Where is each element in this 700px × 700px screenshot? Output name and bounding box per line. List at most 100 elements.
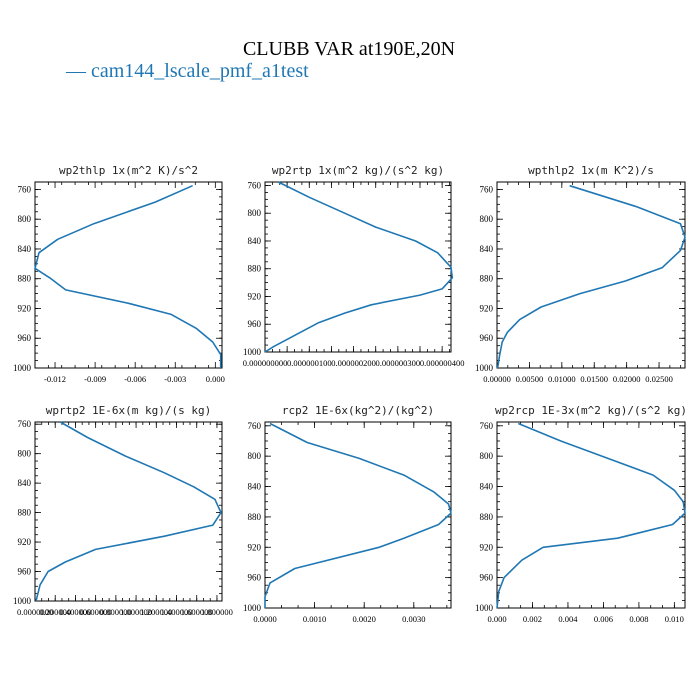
y-tick-label: 760 [480,421,494,431]
x-tick-label: 0.004 [558,614,578,624]
panel-6: wp2rcp 1E-3x(m^2 kg)/(s^2 kg)760 800 840 88… [475,404,687,624]
y-tick-label: 800 [480,214,494,224]
y-tick-label: 1000 [243,603,262,613]
y-tick-label: 800 [480,451,494,461]
y-tick-label: 840 [248,482,262,492]
x-tick-label: 0.000000000 [243,358,288,368]
x-tick-label: -0.009 [84,374,106,384]
legend-marker: — [65,60,87,82]
y-tick-label: 960 [248,319,262,329]
x-tick-label: 0.0000000 [17,607,53,617]
x-tick-label: 0.000000100 [287,358,332,368]
panel-title: wp2rtp 1x(m^2 kg)/(s^2 kg) [272,164,444,177]
y-tick-label: 760 [18,419,32,429]
plot-frame [264,421,452,609]
x-tick-label: 0.200000 [39,607,71,617]
y-tick-label: 960 [480,573,494,583]
y-tick-label: 880 [248,264,262,274]
y-tick-label: 880 [18,274,32,284]
y-tick-label: 840 [480,244,494,254]
x-tick-label: 1.800000 [201,607,233,617]
x-tick-label: -0.012 [44,374,66,384]
x-tick-label: 0.02500 [645,374,673,384]
x-tick-label: 1.200000 [140,607,172,617]
plot-frame [496,421,686,609]
panel-2: wp2rtp 1x(m^2 kg)/(s^2 kg) 760 800 840 880 92… [243,164,465,368]
y-tick-label: 960 [480,333,494,343]
y-tick-label: 760 [18,184,32,194]
series-line [264,181,454,353]
y-tick-label: 920 [18,537,32,547]
y-tick-label: 760 [248,421,262,431]
series-line [34,184,222,368]
plot-frame [34,421,223,602]
y-tick-label: 800 [18,449,32,459]
y-tick-label: 800 [18,214,32,224]
x-tick-label: 0.000000400 [420,358,465,368]
y-tick-label: 1000 [475,363,494,373]
plot-frame [496,181,686,369]
x-tick-label: 0.800000 [100,607,132,617]
x-tick-label: 0.0030 [402,614,425,624]
y-tick-label: 840 [248,236,262,246]
x-tick-label: 1.400000 [161,607,193,617]
y-tick-label: 920 [480,303,494,313]
x-tick-label: 0.0000 [253,614,276,624]
y-tick-label: 920 [248,291,262,301]
x-tick-label: 1.600000 [181,607,213,617]
panel-title: wp2rcp 1E-3x(m^2 kg)/(s^2 kg) [495,404,687,417]
series-line [264,422,452,608]
panel-3: wpthlp2 1x(m K^2)/s 760 800 840 880 920 960 100… [475,164,686,384]
panel-title: wp2thlp 1x(m^2 K)/s^2 [59,164,198,177]
y-tick-label: 1000 [13,596,32,606]
series-line [496,184,686,369]
panels: wp2thlp 1x(m^2 K)/s^2 760 800 840 880 920 960 1… [13,164,687,624]
y-tick-label: 800 [248,451,262,461]
y-tick-label: 840 [18,244,32,254]
y-tick-label: 880 [248,512,262,522]
y-tick-label: 760 [248,180,262,190]
panel-4: wprtp2 1E-6x(m kg)/(s kg) 760 800 840 880 920… [13,404,233,617]
y-tick-label: 1000 [243,347,262,357]
x-tick-label: 0.00500 [516,374,544,384]
panel-1: wp2thlp 1x(m^2 K)/s^2 760 800 840 880 920 960 1… [13,164,225,384]
x-tick-label: -0.003 [164,374,186,384]
y-tick-label: 880 [480,274,494,284]
x-tick-label: 0.0010 [303,614,326,624]
y-tick-label: 840 [18,478,32,488]
x-tick-label: 0.002 [523,614,542,624]
y-tick-label: 960 [248,573,262,583]
y-tick-label: 1000 [13,363,32,373]
x-tick-label: 0.0020 [353,614,376,624]
y-tick-label: 800 [248,208,262,218]
x-tick-label: 0.000000200 [331,358,376,368]
x-tick-label: 0.010 [665,614,684,624]
x-tick-label: 0.008 [629,614,648,624]
y-tick-label: 880 [18,508,32,518]
series-line [496,422,686,609]
x-tick-label: 0.006 [594,614,613,624]
x-tick-label: 0.01500 [580,374,608,384]
x-tick-label: 0.000000300 [376,358,421,368]
y-tick-label: 840 [480,482,494,492]
plot-frame [34,181,223,369]
y-tick-label: 760 [480,184,494,194]
x-tick-label: 0.01000 [548,374,576,384]
x-tick-label: 0.000 [206,374,225,384]
panel-5: rcp2 1E-6x(kg^2)/(kg^2) 760 800 840 880 920 96… [243,404,452,624]
x-tick-label: 0.400000 [59,607,91,617]
x-tick-label: -0.006 [124,374,146,384]
series-line [35,421,222,602]
y-tick-label: 920 [248,542,262,552]
y-tick-label: 920 [18,303,32,313]
x-tick-label: 0.02000 [613,374,641,384]
x-tick-label: 1.000000 [120,607,152,617]
x-tick-label: 0.000 [487,614,506,624]
legend: — cam144_lscale_pmf_a1test [65,60,309,82]
panel-title: wprtp2 1E-6x(m kg)/(s kg) [46,404,212,417]
x-tick-label: 0.00000 [483,374,511,384]
x-tick-label: 0.600000 [80,607,112,617]
y-tick-label: 960 [18,567,32,577]
y-tick-label: 920 [480,542,494,552]
